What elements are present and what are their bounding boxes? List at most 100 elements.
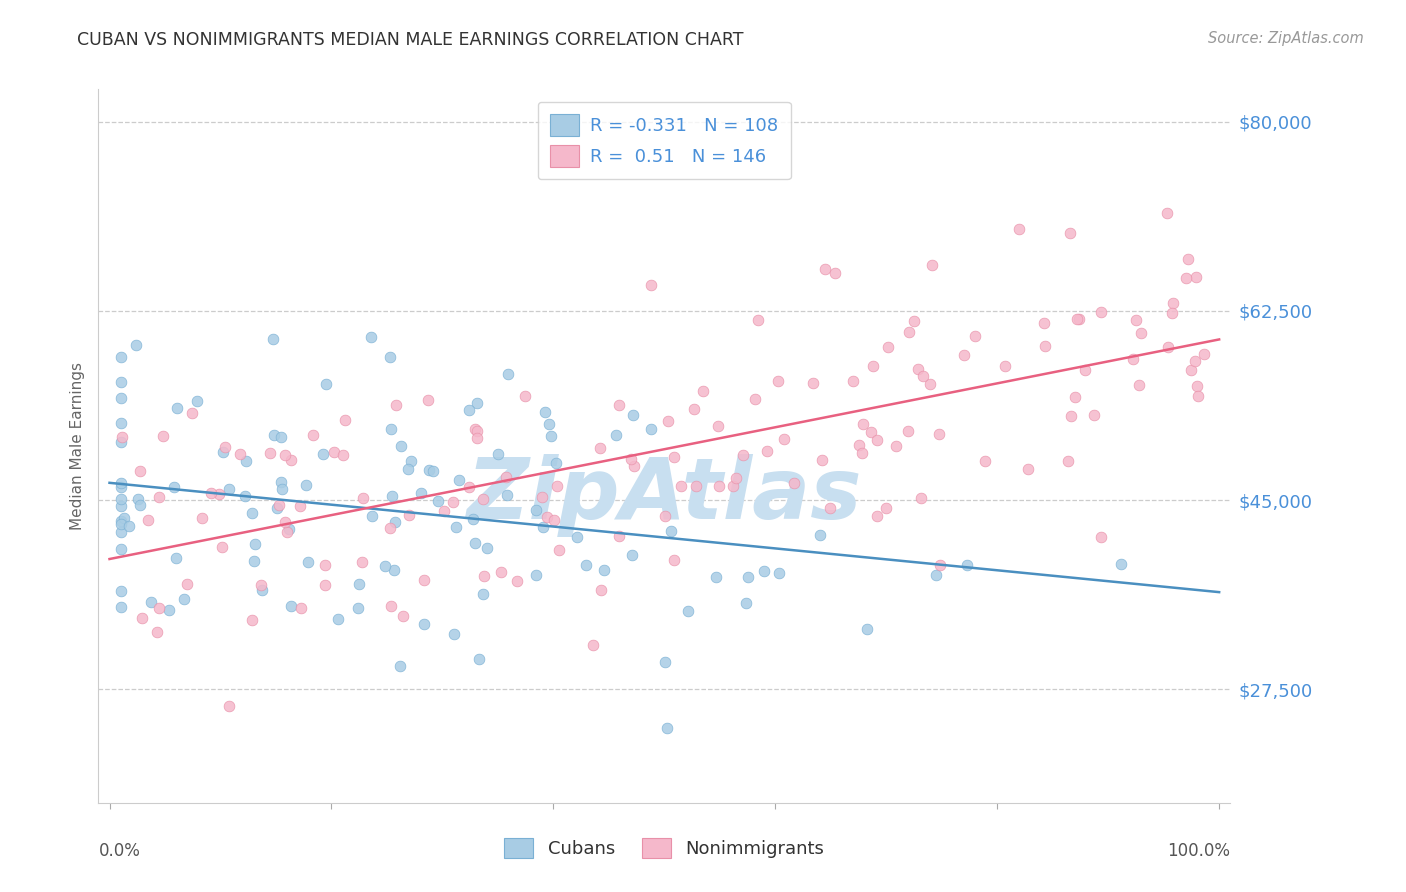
Point	[312, 447, 335, 461]
Point	[411, 485, 433, 500]
Point	[416, 392, 439, 407]
Point	[620, 452, 643, 467]
Point	[191, 510, 214, 524]
Point	[866, 433, 889, 447]
Point	[110, 491, 132, 506]
Point	[1129, 326, 1152, 340]
Point	[724, 470, 747, 484]
Point	[458, 480, 481, 494]
Point	[766, 374, 789, 388]
Point	[263, 427, 285, 442]
Point	[907, 362, 929, 376]
Point	[862, 359, 884, 374]
Point	[211, 540, 233, 554]
Point	[441, 494, 464, 508]
Point	[929, 558, 952, 572]
Point	[676, 604, 699, 618]
Point	[591, 582, 613, 597]
Point	[911, 369, 934, 384]
Point	[1063, 390, 1085, 404]
Point	[657, 721, 679, 735]
Point	[731, 448, 754, 462]
Point	[1125, 312, 1147, 326]
Point	[496, 488, 519, 502]
Point	[136, 513, 159, 527]
Point	[704, 570, 727, 584]
Point	[276, 524, 298, 539]
Point	[1066, 311, 1088, 326]
Point	[1180, 363, 1202, 377]
Point	[752, 564, 775, 578]
Point	[110, 525, 132, 540]
Point	[524, 503, 547, 517]
Point	[1109, 557, 1132, 571]
Point	[391, 608, 413, 623]
Point	[200, 486, 222, 500]
Point	[332, 448, 354, 462]
Point	[811, 453, 834, 467]
Point	[737, 570, 759, 584]
Point	[301, 427, 323, 442]
Point	[1192, 347, 1215, 361]
Point	[464, 535, 486, 549]
Point	[111, 430, 134, 444]
Point	[117, 518, 139, 533]
Point	[621, 548, 644, 562]
Point	[956, 558, 979, 573]
Point	[413, 616, 436, 631]
Point	[110, 541, 132, 556]
Point	[657, 414, 679, 428]
Point	[965, 328, 987, 343]
Point	[381, 489, 404, 503]
Point	[110, 416, 132, 430]
Point	[315, 376, 337, 391]
Point	[928, 426, 950, 441]
Point	[544, 456, 567, 470]
Point	[243, 554, 266, 568]
Point	[110, 475, 132, 490]
Point	[546, 479, 568, 493]
Point	[910, 491, 932, 505]
Point	[755, 444, 778, 458]
Legend: Cubans, Nonimmigrants: Cubans, Nonimmigrants	[498, 830, 831, 865]
Point	[884, 439, 907, 453]
Point	[875, 501, 897, 516]
Point	[661, 524, 683, 538]
Point	[259, 446, 281, 460]
Point	[582, 638, 605, 652]
Point	[1177, 252, 1199, 267]
Point	[1033, 339, 1056, 353]
Point	[207, 487, 229, 501]
Point	[842, 374, 865, 388]
Point	[1156, 206, 1178, 220]
Point	[240, 507, 263, 521]
Point	[110, 516, 132, 531]
Point	[110, 375, 132, 389]
Point	[918, 377, 941, 392]
Point	[176, 576, 198, 591]
Point	[124, 338, 146, 352]
Point	[152, 429, 174, 443]
Point	[314, 558, 336, 573]
Point	[903, 314, 925, 328]
Point	[112, 510, 135, 524]
Point	[240, 613, 263, 627]
Point	[654, 656, 676, 670]
Point	[707, 419, 730, 434]
Point	[271, 482, 294, 496]
Point	[524, 568, 547, 582]
Point	[495, 470, 517, 484]
Point	[380, 350, 402, 364]
Point	[399, 453, 422, 467]
Point	[531, 520, 554, 534]
Point	[166, 401, 188, 415]
Point	[1160, 306, 1182, 320]
Point	[218, 698, 240, 713]
Point	[235, 454, 257, 468]
Point	[269, 498, 291, 512]
Point	[186, 393, 208, 408]
Point	[921, 259, 943, 273]
Point	[589, 441, 612, 455]
Point	[515, 389, 537, 403]
Point	[449, 473, 471, 487]
